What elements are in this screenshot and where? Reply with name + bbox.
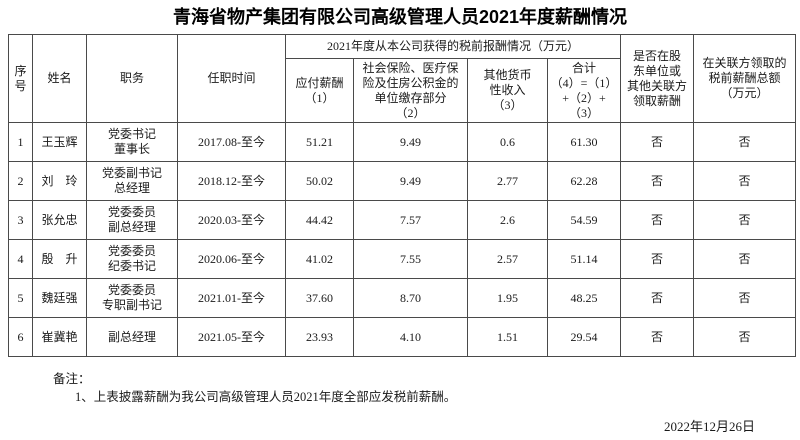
table-cell: 9.49 [353, 122, 468, 162]
table-cell: 2017.08-至今 [177, 122, 286, 162]
table-header: 序 号 姓名 职务 任职时间 2021年度从本公司获得的税前报酬情况（万元） 是… [8, 34, 797, 123]
table-cell: 否 [620, 122, 695, 162]
table-cell: 1.51 [467, 317, 548, 357]
table-cell: 2.6 [467, 200, 548, 240]
col-header-position: 职务 [86, 34, 178, 123]
table-cell: 2.77 [467, 161, 548, 201]
table-cell: 否 [620, 278, 695, 318]
table-cell: 9.49 [353, 161, 468, 201]
table-cell: 1 [8, 122, 33, 162]
table-cell: 37.60 [285, 278, 354, 318]
table-cell: 6 [8, 317, 33, 357]
table-cell: 党委委员 副总经理 [86, 200, 178, 240]
table-cell: 2.57 [467, 239, 548, 279]
table-row: 5 魏廷强 党委委员 专职副书记 2021.01-至今 37.60 8.70 1.95 48.… [8, 278, 797, 318]
col-header-name: 姓名 [32, 34, 87, 123]
table-cell: 殷 升 [32, 239, 87, 279]
table-cell: 崔冀艳 [32, 317, 87, 357]
table-cell: 51.21 [285, 122, 354, 162]
table-row: 1 王玉辉 党委书记 董事长 2017.08-至今 51.21 9.49 0.6 61.30 否… [8, 122, 797, 162]
document-page: 青海省物产集团有限公司高级管理人员2021年度薪酬情况 序 号 姓名 职务 任职… [0, 6, 800, 440]
table-cell: 5 [8, 278, 33, 318]
document-date: 2022年12月26日 [663, 419, 755, 434]
table-cell: 50.02 [285, 161, 354, 201]
table-cell: 副总经理 [86, 317, 178, 357]
table-cell: 否 [693, 278, 797, 318]
col-header-tenure: 任职时间 [177, 34, 286, 123]
salary-table-body: 1 王玉辉 党委书记 董事长 2017.08-至今 51.21 9.49 0.6 61.30 否… [8, 122, 797, 357]
col-header-related-amount: 在关联方领取的 税前薪酬总额 （万元） [693, 34, 797, 123]
table-cell: 张允忠 [32, 200, 87, 240]
table-row: 3 张允忠 党委委员 副总经理 2020.03-至今 44.42 7.57 2.6 54.59… [8, 200, 797, 240]
header-row-2: 应付薪酬 （1） 社会保险、医疗保 险及住房公积金的 单位缴存部分 （2） 其他… [9, 58, 796, 123]
table-cell: 否 [620, 239, 695, 279]
table-cell: 3 [8, 200, 33, 240]
table-cell: 62.28 [546, 161, 622, 201]
col-header-payable: 应付薪酬 （1） [285, 58, 354, 123]
table-cell: 1.95 [467, 278, 548, 318]
table-cell: 4 [8, 239, 33, 279]
col-header-seq: 序 号 [8, 34, 33, 123]
table-cell: 2021.05-至今 [177, 317, 286, 357]
table-cell: 8.70 [353, 278, 468, 318]
table-cell: 党委副书记 总经理 [86, 161, 178, 201]
table-cell: 23.93 [285, 317, 354, 357]
table-cell: 魏廷强 [32, 278, 87, 318]
table-cell: 否 [693, 317, 797, 357]
table-row: 6 崔冀艳 副总经理 2021.05-至今 23.93 4.10 1.51 29.54 否否 [8, 317, 797, 357]
table-cell: 否 [620, 317, 695, 357]
col-header-other-income: 其他货币 性收入 （3） [467, 58, 548, 123]
table-cell: 否 [620, 161, 695, 201]
notes-label: 备注： [53, 372, 91, 386]
col-header-total: 合计 （4）=（1） +（2）+ （3） [546, 58, 622, 123]
table-cell: 党委委员 纪委书记 [86, 239, 178, 279]
table-cell: 7.57 [353, 200, 468, 240]
table-cell: 党委委员 专职副书记 [86, 278, 178, 318]
table-cell: 2 [8, 161, 33, 201]
table-cell: 否 [693, 239, 797, 279]
table-cell: 29.54 [546, 317, 622, 357]
page-title: 青海省物产集团有限公司高级管理人员2021年度薪酬情况 [172, 7, 628, 27]
table-cell: 刘 玲 [32, 161, 87, 201]
table-cell: 否 [693, 122, 797, 162]
col-header-insurance: 社会保险、医疗保 险及住房公积金的 单位缴存部分 （2） [353, 58, 468, 123]
table-cell: 党委书记 董事长 [86, 122, 178, 162]
table-cell: 44.42 [285, 200, 354, 240]
notes-section: 备注： 1、上表披露薪酬为我公司高级管理人员2021年度全部应发税前薪酬。 [53, 370, 800, 406]
table-cell: 61.30 [546, 122, 622, 162]
table-cell: 7.55 [353, 239, 468, 279]
table-cell: 否 [693, 161, 797, 201]
table-cell: 48.25 [546, 278, 622, 318]
table-cell: 否 [620, 200, 695, 240]
table-cell: 否 [693, 200, 797, 240]
table-cell: 2020.03-至今 [177, 200, 286, 240]
col-header-related-party: 是否在股 东单位或 其他关联方 领取薪酬 [620, 34, 695, 123]
note-item: 1、上表披露薪酬为我公司高级管理人员2021年度全部应发税前薪酬。 [75, 390, 457, 404]
table-cell: 2021.01-至今 [177, 278, 286, 318]
header-row-1: 序 号 姓名 职务 任职时间 2021年度从本公司获得的税前报酬情况（万元） 是… [8, 34, 797, 123]
table-cell: 41.02 [285, 239, 354, 279]
table-cell: 4.10 [353, 317, 468, 357]
salary-table: 序 号 姓名 职务 任职时间 2021年度从本公司获得的税前报酬情况（万元） 是… [8, 34, 797, 357]
table-cell: 0.6 [467, 122, 548, 162]
table-cell: 2020.06-至今 [177, 239, 286, 279]
table-cell: 2018.12-至今 [177, 161, 286, 201]
col-header-compensation-group: 2021年度从本公司获得的税前报酬情况（万元） [284, 34, 622, 59]
table-cell: 51.14 [546, 239, 622, 279]
table-cell: 54.59 [546, 200, 622, 240]
table-cell: 王玉辉 [32, 122, 87, 162]
